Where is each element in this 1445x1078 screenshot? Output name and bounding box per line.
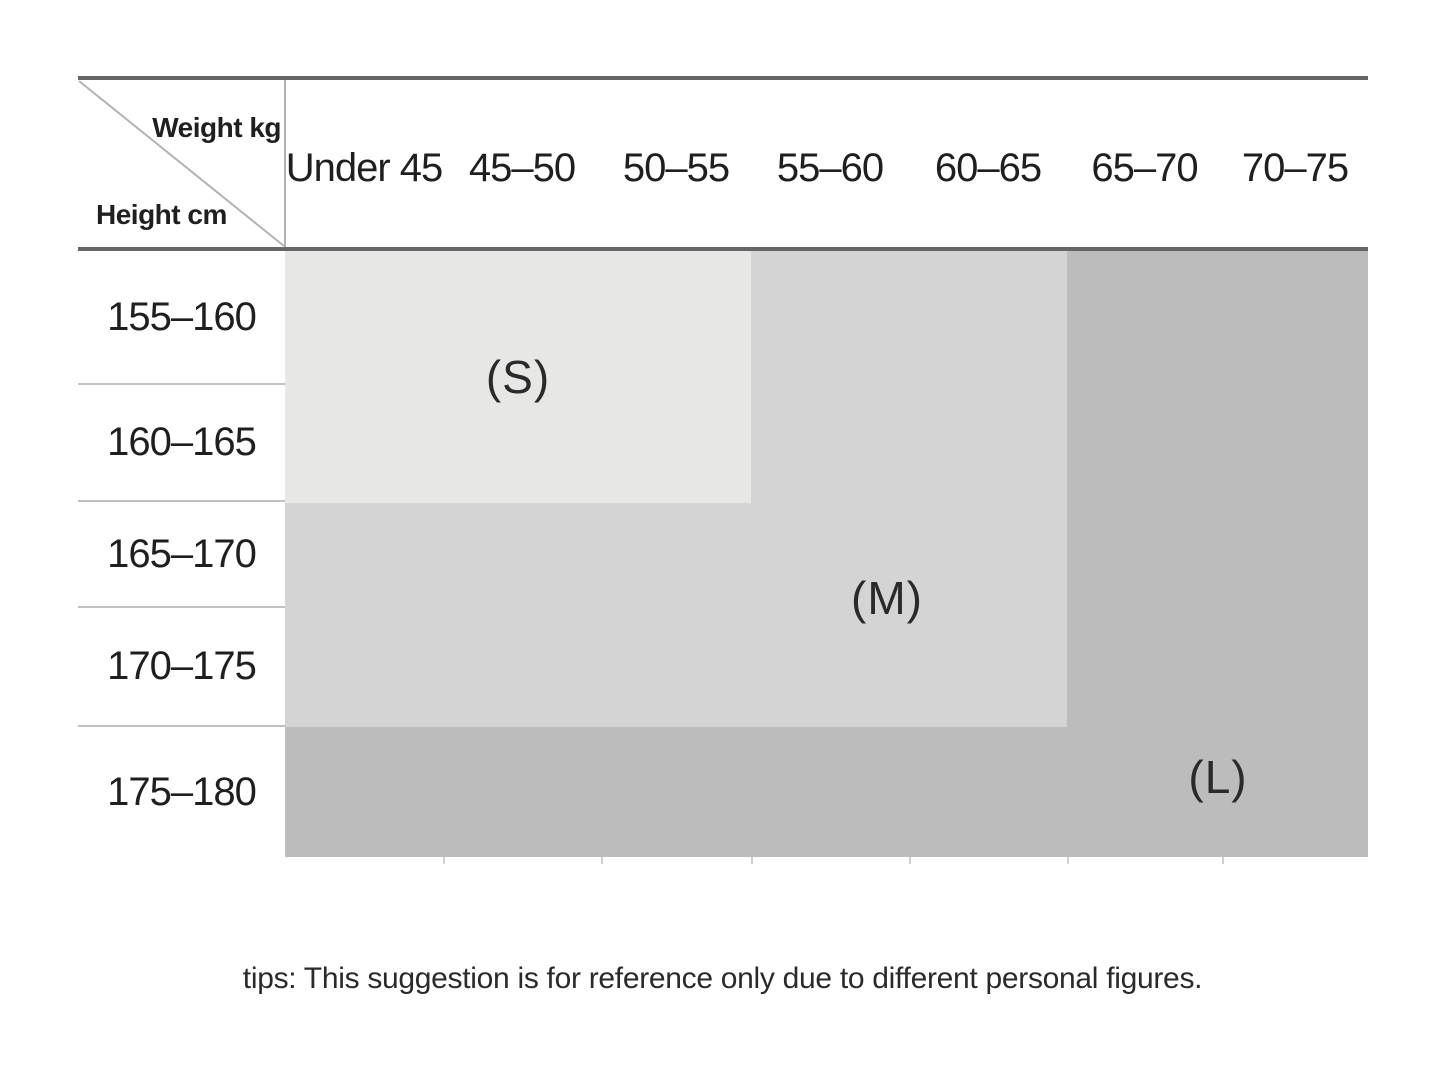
weight-col-65-70: 65–70 (1091, 146, 1198, 190)
column-tick (1222, 857, 1224, 864)
height-row-labels: 155–160 160–165 165–170 170–175 175–180 (78, 251, 285, 857)
height-row-160-165: 160–165 (78, 385, 285, 502)
weight-col-50-55: 50–55 (622, 146, 730, 190)
column-tick (1067, 857, 1069, 864)
weight-col-60-65: 60–65 (934, 146, 1042, 190)
height-row-170-175: 170–175 (78, 608, 285, 727)
size-zone-s (285, 251, 751, 503)
height-axis-label: Height cm (96, 199, 227, 230)
header-bottom-rule (78, 247, 1368, 251)
height-row-155-160: 155–160 (78, 251, 285, 385)
size-zone-s-label: (S) (485, 351, 551, 403)
weight-column-headers: Under 45 45–50 50–55 55–60 60–65 65–70 7… (285, 80, 1368, 247)
weight-axis-label: Weight kg (152, 112, 281, 143)
size-zone-l-label: (L) (1188, 751, 1248, 803)
column-tick (601, 857, 603, 864)
diagonal-divider (78, 80, 285, 247)
size-chart-table: (S) (M) (L) Weight kg Height cm Under 45… (78, 76, 1368, 864)
weight-col-under-45: Under 45 (285, 146, 444, 190)
weight-col-70-75: 70–75 (1241, 146, 1349, 190)
reference-note: tips: This suggestion is for reference o… (242, 962, 1203, 995)
size-zone-m-label: (M) (851, 572, 923, 624)
weight-col-55-60: 55–60 (776, 146, 884, 190)
column-tick (751, 857, 753, 864)
table-top-rule (78, 76, 1368, 80)
height-row-175-180: 175–180 (107, 769, 257, 814)
weight-col-45-50: 45–50 (468, 146, 576, 190)
height-row-165-170: 165–170 (78, 502, 285, 608)
column-tick (443, 857, 445, 864)
header-divider-line (284, 80, 286, 247)
column-tick (909, 857, 911, 864)
corner-cell: Weight kg Height cm (78, 80, 285, 247)
